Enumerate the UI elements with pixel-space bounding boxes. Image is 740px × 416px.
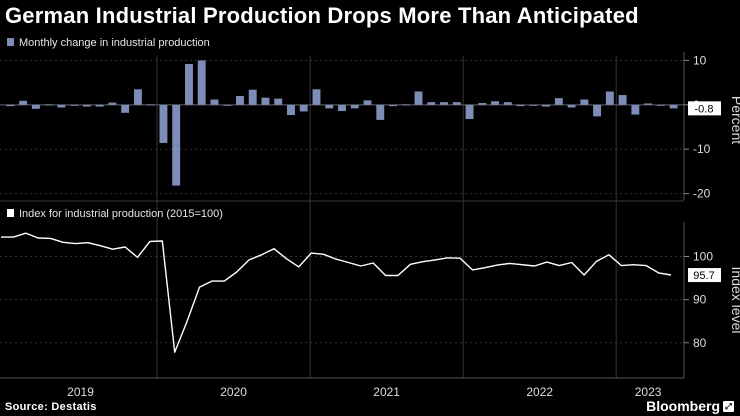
bar-feb-2022: [478, 103, 487, 105]
bar-apr-2019: [44, 104, 53, 106]
bar-may-2019: [57, 104, 66, 108]
bar-sep-2022: [567, 104, 576, 108]
bar-jun-2019: [70, 104, 79, 106]
index-line-series: [1, 232, 672, 353]
bar-y-tick-label: 10: [693, 53, 707, 67]
chart-title: German Industrial Production Drops More …: [5, 3, 639, 28]
bar-legend: Monthly change in industrial production: [7, 37, 210, 49]
bar-oct-2021: [427, 102, 436, 105]
bar-aug-2021: [401, 104, 410, 106]
x-tick-label-2022: 2022: [526, 385, 553, 399]
bar-nov-2022: [593, 104, 602, 117]
bar-y-tick-label: -10: [693, 142, 711, 156]
x-tick-label-2020: 2020: [220, 385, 247, 399]
bar-last-value-box: [688, 101, 721, 116]
bar-jun-2021: [376, 104, 385, 120]
bar-aug-2020: [248, 89, 257, 105]
line-last-value-label: 95.7: [693, 270, 714, 282]
bar-mar-2019: [31, 104, 40, 109]
bar-jul-2019: [82, 104, 91, 107]
source-note: Source: Destatis: [5, 401, 97, 413]
bloomberg-logo: Bloomberg: [646, 398, 720, 414]
bar-oct-2022: [580, 99, 589, 105]
bar-may-2023: [669, 104, 678, 109]
bar-jul-2021: [389, 104, 397, 107]
line-legend-label: Index for industrial production (2015=10…: [19, 208, 223, 220]
line-last-value-box: [688, 268, 721, 283]
bar-apr-2020: [197, 60, 206, 105]
bar-y-tick-label: -20: [693, 187, 711, 201]
bar-legend-swatch: [7, 38, 14, 46]
bar-jan-2022: [465, 104, 474, 120]
bar-feb-2020: [172, 104, 181, 186]
bar-jan-2020: [159, 104, 168, 143]
bar-y-axis-title: Percent: [729, 96, 740, 144]
bar-sep-2019: [108, 102, 117, 105]
bar-dec-2022: [605, 91, 614, 105]
bar-nov-2021: [440, 102, 448, 105]
bar-may-2020: [210, 99, 219, 105]
bar-apr-2023: [656, 104, 665, 106]
x-tick-label-2023: 2023: [635, 385, 662, 399]
bar-apr-2021: [350, 104, 359, 109]
line-y-tick-label: 90: [693, 293, 707, 307]
bar-apr-2022: [503, 102, 512, 105]
bar-dec-2021: [452, 102, 461, 105]
bar-mar-2022: [491, 101, 500, 105]
bar-oct-2019: [121, 104, 130, 113]
bar-nov-2019: [133, 89, 142, 105]
line-y-axis-title: Index level: [729, 267, 740, 334]
bar-mar-2021: [338, 104, 346, 112]
line-y-tick-label: 80: [693, 336, 707, 350]
line-y-tick-label: 100: [693, 250, 713, 264]
bar-aug-2019: [95, 104, 104, 107]
bar-jun-2020: [223, 104, 232, 106]
bar-may-2022: [516, 104, 525, 107]
bar-mar-2020: [184, 63, 193, 105]
bar-jan-2019: [6, 104, 15, 107]
bar-aug-2022: [554, 98, 563, 105]
bar-jan-2021: [312, 89, 321, 105]
bar-legend-label: Monthly change in industrial production: [19, 37, 210, 49]
bar-sep-2020: [261, 97, 270, 105]
bar-jul-2020: [236, 95, 244, 105]
bar-feb-2021: [325, 104, 334, 109]
line-legend-swatch: [7, 209, 14, 217]
bar-nov-2020: [287, 104, 295, 116]
bar-dec-2019: [146, 104, 155, 106]
x-tick-label-2021: 2021: [373, 385, 400, 399]
bar-jul-2022: [542, 104, 551, 107]
bar-mar-2023: [644, 103, 653, 105]
expand-icon[interactable]: ⤢: [723, 401, 734, 412]
bar-jan-2023: [618, 95, 627, 105]
bar-feb-2019: [19, 100, 28, 105]
line-legend: Index for industrial production (2015=10…: [7, 208, 223, 220]
bar-feb-2023: [631, 104, 640, 115]
x-tick-label-2019: 2019: [67, 385, 94, 399]
bar-may-2021: [363, 100, 372, 105]
bar-sep-2021: [414, 91, 423, 105]
bar-dec-2020: [299, 104, 308, 112]
bar-oct-2020: [274, 98, 283, 105]
bar-jun-2022: [529, 104, 538, 106]
bar-last-value-label: -0.8: [695, 103, 714, 115]
